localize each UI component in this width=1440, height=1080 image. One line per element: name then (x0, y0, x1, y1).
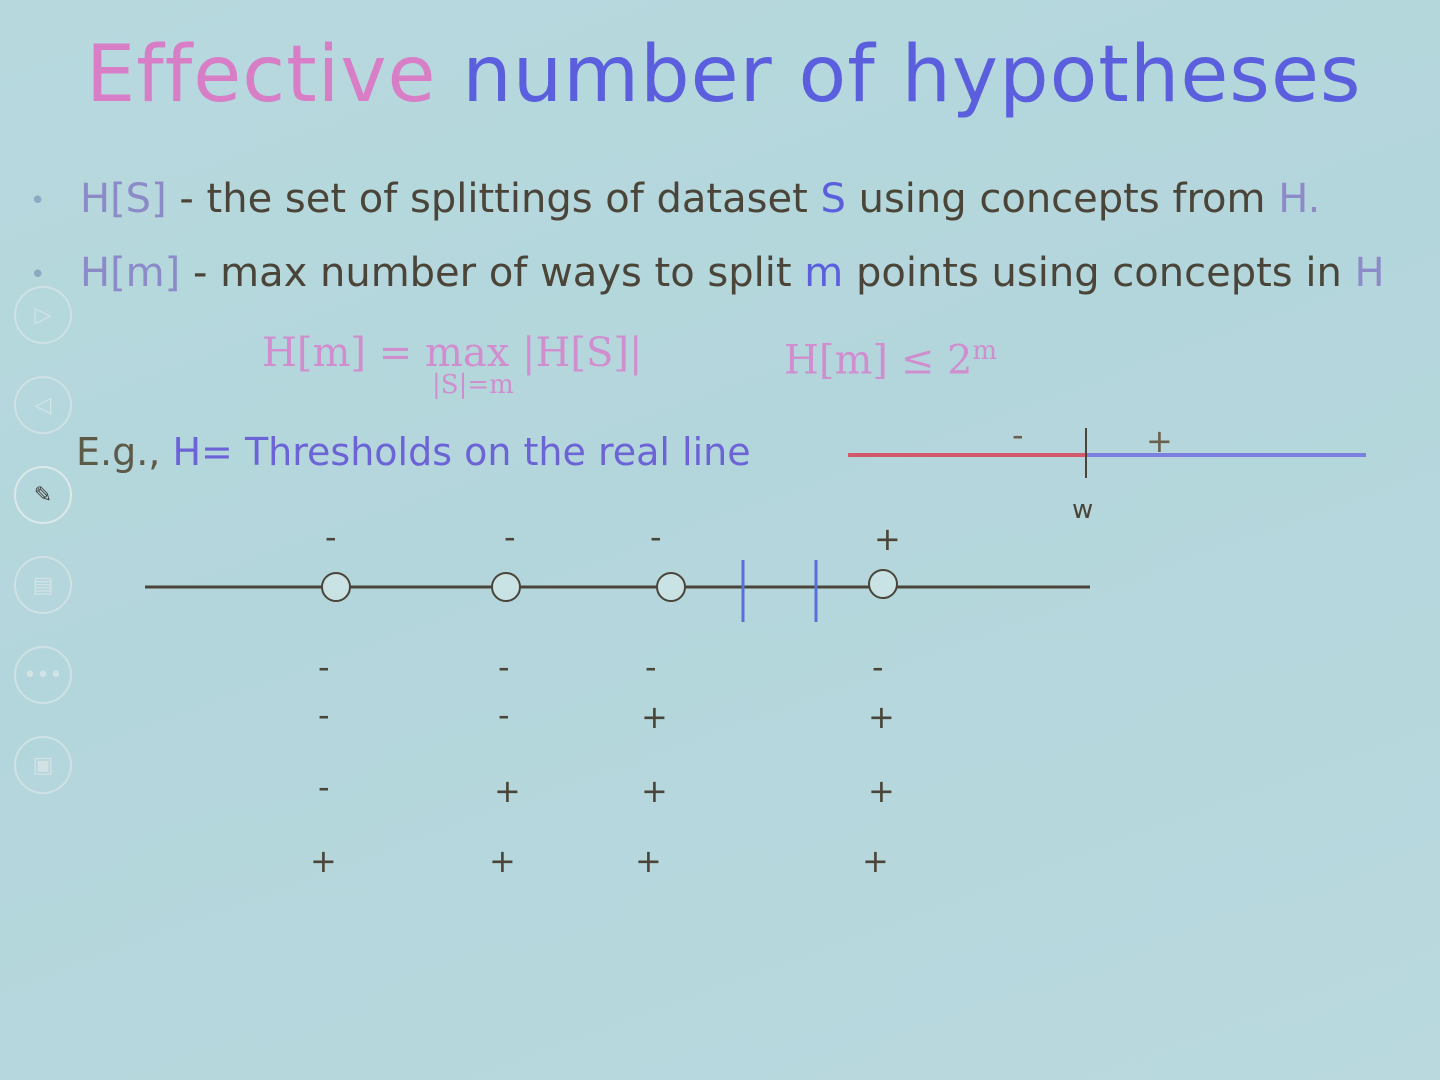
title-part-1: Effective (86, 30, 437, 120)
example-text: H= Thresholds on the real line (172, 430, 751, 474)
slide-title: Effective number of hypotheses (86, 30, 1362, 120)
illustration-plus: + (1146, 422, 1173, 460)
screen-icon[interactable]: ▣ (14, 736, 72, 794)
threshold-w-label: w (1072, 495, 1093, 525)
labeling-cell: + (862, 842, 889, 880)
labeling-cell: + (494, 772, 521, 810)
point-label-2: - (504, 518, 516, 556)
bullet-2-text-a: - max number of ways to split (180, 250, 805, 296)
growth-function-bound: H[m] ≤ 2m (784, 336, 997, 383)
bullet-1-highlight: S (820, 176, 846, 222)
bullet-2-end: H (1354, 250, 1385, 296)
labeling-cell: + (489, 842, 516, 880)
bullet-1-end: H. (1278, 176, 1321, 222)
bullet-1-text-b: using concepts from (845, 176, 1279, 222)
points-number-line: - - - + (145, 518, 1090, 622)
formula-1-main: H[m] = max |H[S]| (262, 330, 643, 376)
bullet-hm: • H[m] - max number of ways to split m po… (30, 250, 1385, 296)
formula-2-main: H[m] ≤ 2 (784, 337, 973, 384)
bullet-dot-icon: • (30, 260, 46, 290)
data-point-2 (491, 572, 521, 602)
data-point-1 (321, 572, 351, 602)
bullet-2-term: H[m] (80, 250, 181, 296)
labeling-cell: - (498, 696, 510, 734)
data-point-3 (656, 572, 686, 602)
labeling-cell: + (868, 772, 895, 810)
illustration-minus: - (1012, 416, 1024, 454)
bullet-2-text-b: points using concepts in (843, 250, 1355, 296)
example-line: E.g., H= Thresholds on the real line (76, 430, 751, 474)
labeling-cell: - (645, 648, 657, 686)
labeling-cell: - (318, 768, 330, 806)
bullet-dot-icon: • (30, 186, 46, 216)
play-icon[interactable]: ▷ (14, 286, 72, 344)
labeling-cell: + (310, 842, 337, 880)
labeling-cell: - (498, 648, 510, 686)
point-label-4: + (874, 520, 901, 558)
labeling-cell: - (872, 648, 884, 686)
point-label-1: - (325, 518, 337, 556)
formula-1-subscript: |S|=m (432, 370, 514, 400)
slides-icon[interactable]: ▤ (14, 556, 72, 614)
back-icon[interactable]: ◁ (14, 376, 72, 434)
labeling-table: - - - - - - + + - + + + + + + + (310, 648, 895, 880)
pen-icon[interactable]: ✎ (14, 466, 72, 524)
labeling-cell: - (318, 648, 330, 686)
bullet-1-text-a: - the set of splittings of dataset (166, 176, 821, 222)
bullet-hs: • H[S] - the set of splittings of dataset… (30, 176, 1320, 222)
bullet-1-term: H[S] (80, 176, 167, 222)
labeling-cell: + (641, 772, 668, 810)
example-prefix: E.g., (76, 430, 173, 474)
labeling-cell: - (318, 696, 330, 734)
data-point-4 (868, 569, 898, 599)
labeling-cell: + (868, 698, 895, 736)
formula-2-exponent: m (972, 336, 998, 366)
point-label-3: - (650, 518, 662, 556)
threshold-illustration: - + w (848, 416, 1366, 525)
growth-function-formula: H[m] = max |H[S]| |S|=m (262, 330, 643, 400)
labeling-cell: + (641, 698, 668, 736)
title-part-2: number of hypotheses (462, 30, 1362, 120)
bullet-2-highlight: m (804, 250, 844, 296)
labeling-cell: + (635, 842, 662, 880)
more-icon[interactable]: ••• (14, 646, 72, 704)
